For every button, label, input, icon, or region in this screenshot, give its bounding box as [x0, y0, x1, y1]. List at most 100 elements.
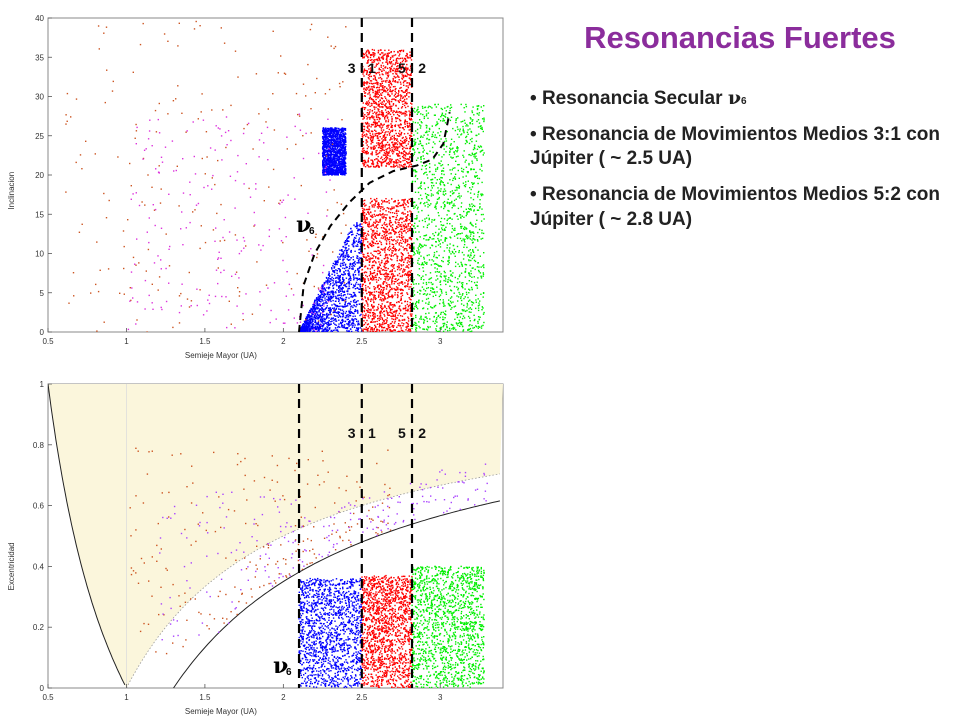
point — [377, 296, 380, 298]
point — [335, 297, 337, 299]
point — [394, 288, 396, 291]
point — [405, 165, 408, 168]
point — [400, 131, 403, 134]
point — [407, 323, 409, 326]
point — [365, 140, 368, 142]
point — [342, 143, 344, 145]
point — [402, 59, 404, 61]
point — [379, 132, 381, 135]
point — [361, 297, 363, 300]
point — [376, 224, 378, 226]
point — [394, 99, 396, 101]
point — [346, 316, 348, 318]
point — [405, 329, 407, 331]
point — [399, 152, 401, 154]
point — [400, 327, 402, 329]
point — [344, 316, 346, 319]
point — [407, 281, 409, 283]
point — [322, 172, 324, 175]
point — [334, 310, 336, 312]
point — [406, 274, 408, 276]
point — [406, 285, 409, 288]
point — [394, 80, 396, 82]
point — [391, 308, 393, 311]
point — [375, 226, 377, 228]
point — [335, 152, 337, 154]
point — [395, 117, 397, 119]
point — [392, 315, 394, 317]
point — [380, 147, 382, 149]
point — [398, 76, 400, 78]
point — [357, 269, 359, 271]
point — [362, 330, 364, 332]
point — [370, 215, 373, 218]
point — [372, 264, 374, 267]
point — [384, 264, 386, 266]
point — [391, 324, 394, 327]
point — [309, 325, 311, 327]
point — [329, 134, 331, 136]
point — [315, 328, 318, 330]
point — [310, 323, 312, 325]
point — [372, 318, 374, 320]
point — [363, 278, 365, 280]
point — [327, 130, 330, 133]
point — [339, 146, 342, 148]
point — [397, 314, 399, 317]
point — [383, 306, 386, 308]
point — [382, 294, 384, 297]
point — [399, 288, 401, 291]
point — [326, 323, 328, 326]
point — [407, 57, 410, 59]
point — [335, 281, 337, 283]
point — [349, 275, 351, 277]
point — [381, 85, 383, 87]
point — [335, 296, 337, 299]
point — [372, 315, 374, 317]
point — [381, 308, 383, 311]
point — [363, 233, 365, 236]
point — [381, 224, 383, 226]
point — [344, 150, 346, 153]
point — [338, 167, 340, 169]
point — [348, 280, 350, 282]
point — [332, 161, 334, 163]
point — [405, 285, 407, 287]
point — [387, 81, 390, 83]
point — [329, 165, 331, 167]
point — [311, 325, 314, 327]
point — [329, 284, 331, 286]
point — [395, 58, 398, 60]
point — [375, 65, 377, 67]
point — [347, 288, 349, 290]
point — [334, 172, 336, 174]
point — [341, 168, 344, 170]
point — [343, 144, 345, 146]
point — [397, 107, 400, 110]
point — [363, 244, 366, 246]
point — [381, 101, 383, 103]
point — [332, 293, 334, 295]
point — [389, 303, 391, 305]
point — [340, 144, 342, 146]
point — [357, 270, 360, 272]
point — [381, 203, 383, 205]
point — [330, 141, 333, 143]
point — [328, 157, 330, 159]
point — [332, 156, 334, 158]
point — [389, 113, 392, 116]
point — [402, 289, 404, 292]
point — [377, 93, 379, 95]
point — [371, 104, 373, 107]
point — [399, 53, 401, 55]
point — [327, 170, 329, 172]
point — [374, 76, 376, 78]
point — [336, 158, 339, 160]
point — [405, 266, 407, 268]
point — [391, 287, 393, 290]
point — [367, 268, 369, 270]
point — [348, 248, 350, 250]
point — [388, 295, 390, 298]
point — [379, 315, 381, 317]
point — [388, 113, 390, 115]
